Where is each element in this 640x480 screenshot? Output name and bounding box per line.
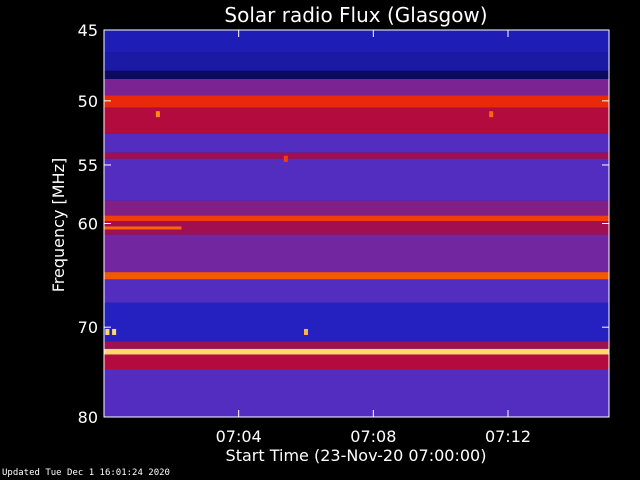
burst-point [489,111,494,118]
frequency-band [104,158,609,201]
y-tick-label: 60 [78,215,98,234]
spectrogram-plot-area [104,30,609,417]
x-tick-label: 07:04 [216,427,262,446]
frequency-band [104,221,609,235]
frequency-band [104,279,609,303]
y-axis-label: Frequency [MHz] [49,158,68,292]
burst-point [112,328,117,335]
frequency-band [104,133,609,153]
axes: 45 50 55 60 70 80 07:04 07:08 07:12 [78,21,610,446]
frequency-band [104,215,609,222]
frequency-band [104,78,609,96]
frequency-band [104,369,609,417]
x-tick-label: 07:08 [350,427,396,446]
frequency-band [104,272,609,280]
frequency-band [104,30,609,53]
burst-point [304,328,308,335]
burst-point [155,111,160,118]
burst-point [283,155,288,162]
y-tick-label: 55 [78,156,98,175]
updated-timestamp: Updated Tue Dec 1 16:01:24 2020 [2,468,170,478]
y-tick-label: 45 [78,21,98,40]
frequency-band [104,95,609,108]
burst-streak [104,226,182,230]
x-axis-label: Start Time (23-Nov-20 07:00:00) [226,446,487,465]
y-tick-label: 80 [78,408,98,427]
frequency-band [104,200,609,216]
frequency-band [104,52,609,71]
y-tick-label: 70 [78,318,98,337]
frequency-band [104,70,609,79]
burst-point [105,328,110,335]
chart-title: Solar radio Flux (Glasgow) [224,3,487,27]
frequency-band [104,348,609,355]
frequency-band [104,341,609,349]
y-tick-label: 50 [78,92,98,111]
frequency-band [104,354,609,370]
frequency-band [104,152,609,159]
x-tick-label: 07:12 [485,427,531,446]
frequency-band [104,302,609,342]
frequency-band [104,234,609,273]
frequency-band [104,107,609,134]
